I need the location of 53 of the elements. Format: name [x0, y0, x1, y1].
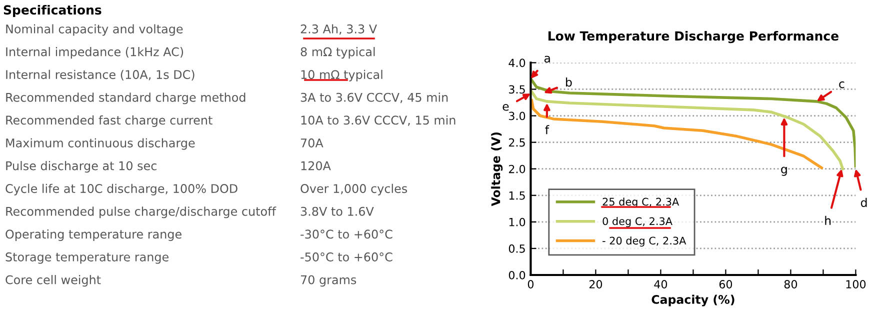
- text: 2.3 Ah, 3.3 V: [300, 24, 377, 35]
- legend-label: 0 deg C, 2.3A: [602, 217, 672, 228]
- annotation: f: [545, 125, 550, 134]
- annotation: a: [544, 56, 550, 63]
- text: 120A: [301, 161, 331, 170]
- y-tick-label: 1.0: [509, 218, 526, 226]
- x-axis-title: Capacity (%): [652, 294, 734, 306]
- annotation: g: [781, 166, 787, 176]
- x-tick-label: 80: [784, 280, 798, 288]
- text: Specifications: [4, 4, 102, 18]
- text: -30°C to +60°C: [300, 230, 392, 239]
- y-axis-title: Voltage (V): [491, 132, 503, 206]
- x-tick-label: 0: [528, 280, 534, 288]
- x-tick-label: 20: [589, 280, 602, 288]
- annotation: b: [566, 78, 572, 87]
- text: 3A to 3.6V CCCV, 45 min: [300, 92, 448, 104]
- legend-label: - 20 deg C, 2.3A: [602, 236, 686, 247]
- text: Recommended standard charge method: [6, 92, 246, 104]
- text: 70A: [300, 138, 324, 148]
- text: Core cell weight: [6, 275, 101, 287]
- chart-title: Low Temperature Discharge Performance: [548, 30, 838, 44]
- text: Internal resistance (10A, 1s DC): [6, 70, 194, 80]
- text: 8 mΩ typical: [300, 47, 375, 59]
- y-tick-label: 2.5: [508, 138, 525, 147]
- annotation: d: [860, 198, 867, 207]
- x-tick-label: 60: [719, 280, 732, 288]
- text: Internal impedance (1kHz AC): [6, 47, 184, 59]
- text: Pulse discharge at 10 sec: [6, 161, 156, 173]
- text: 10 mΩ typical: [301, 70, 382, 82]
- x-tick-label: 40: [654, 280, 668, 288]
- y-tick-label: 4.0: [508, 58, 526, 68]
- text: 70 grams: [300, 275, 356, 287]
- text: Recommended fast charge current: [6, 115, 212, 127]
- text: Cycle life at 10C discharge, 100% DOD: [6, 184, 238, 196]
- y-tick-label: 3.5: [509, 85, 525, 94]
- annotation: c: [839, 81, 844, 88]
- text: Nominal capacity and voltage: [6, 24, 183, 36]
- text: Maximum continuous discharge: [6, 138, 195, 150]
- y-tick-label: 2.0: [508, 164, 526, 174]
- text: Operating temperature range: [6, 229, 182, 241]
- text: 10A to 3.6V CCCV, 15 min: [301, 115, 456, 126]
- y-tick-label: 0.0: [508, 270, 526, 280]
- text: 3.8V to 1.6V: [300, 206, 374, 216]
- y-tick-label: 3.0: [509, 112, 526, 120]
- x-tick-label: 100: [846, 280, 866, 288]
- annotation: h: [825, 216, 831, 225]
- text: Over 1,000 cycles: [300, 184, 408, 196]
- text: Recommended pulse charge/discharge cutoff: [6, 206, 276, 218]
- text: Storage temperature range: [6, 252, 168, 264]
- annotation: e: [502, 104, 509, 111]
- y-tick-label: 1.5: [509, 192, 525, 200]
- text: -50°C to +60°C: [300, 252, 392, 262]
- y-tick-label: 0.5: [508, 244, 525, 253]
